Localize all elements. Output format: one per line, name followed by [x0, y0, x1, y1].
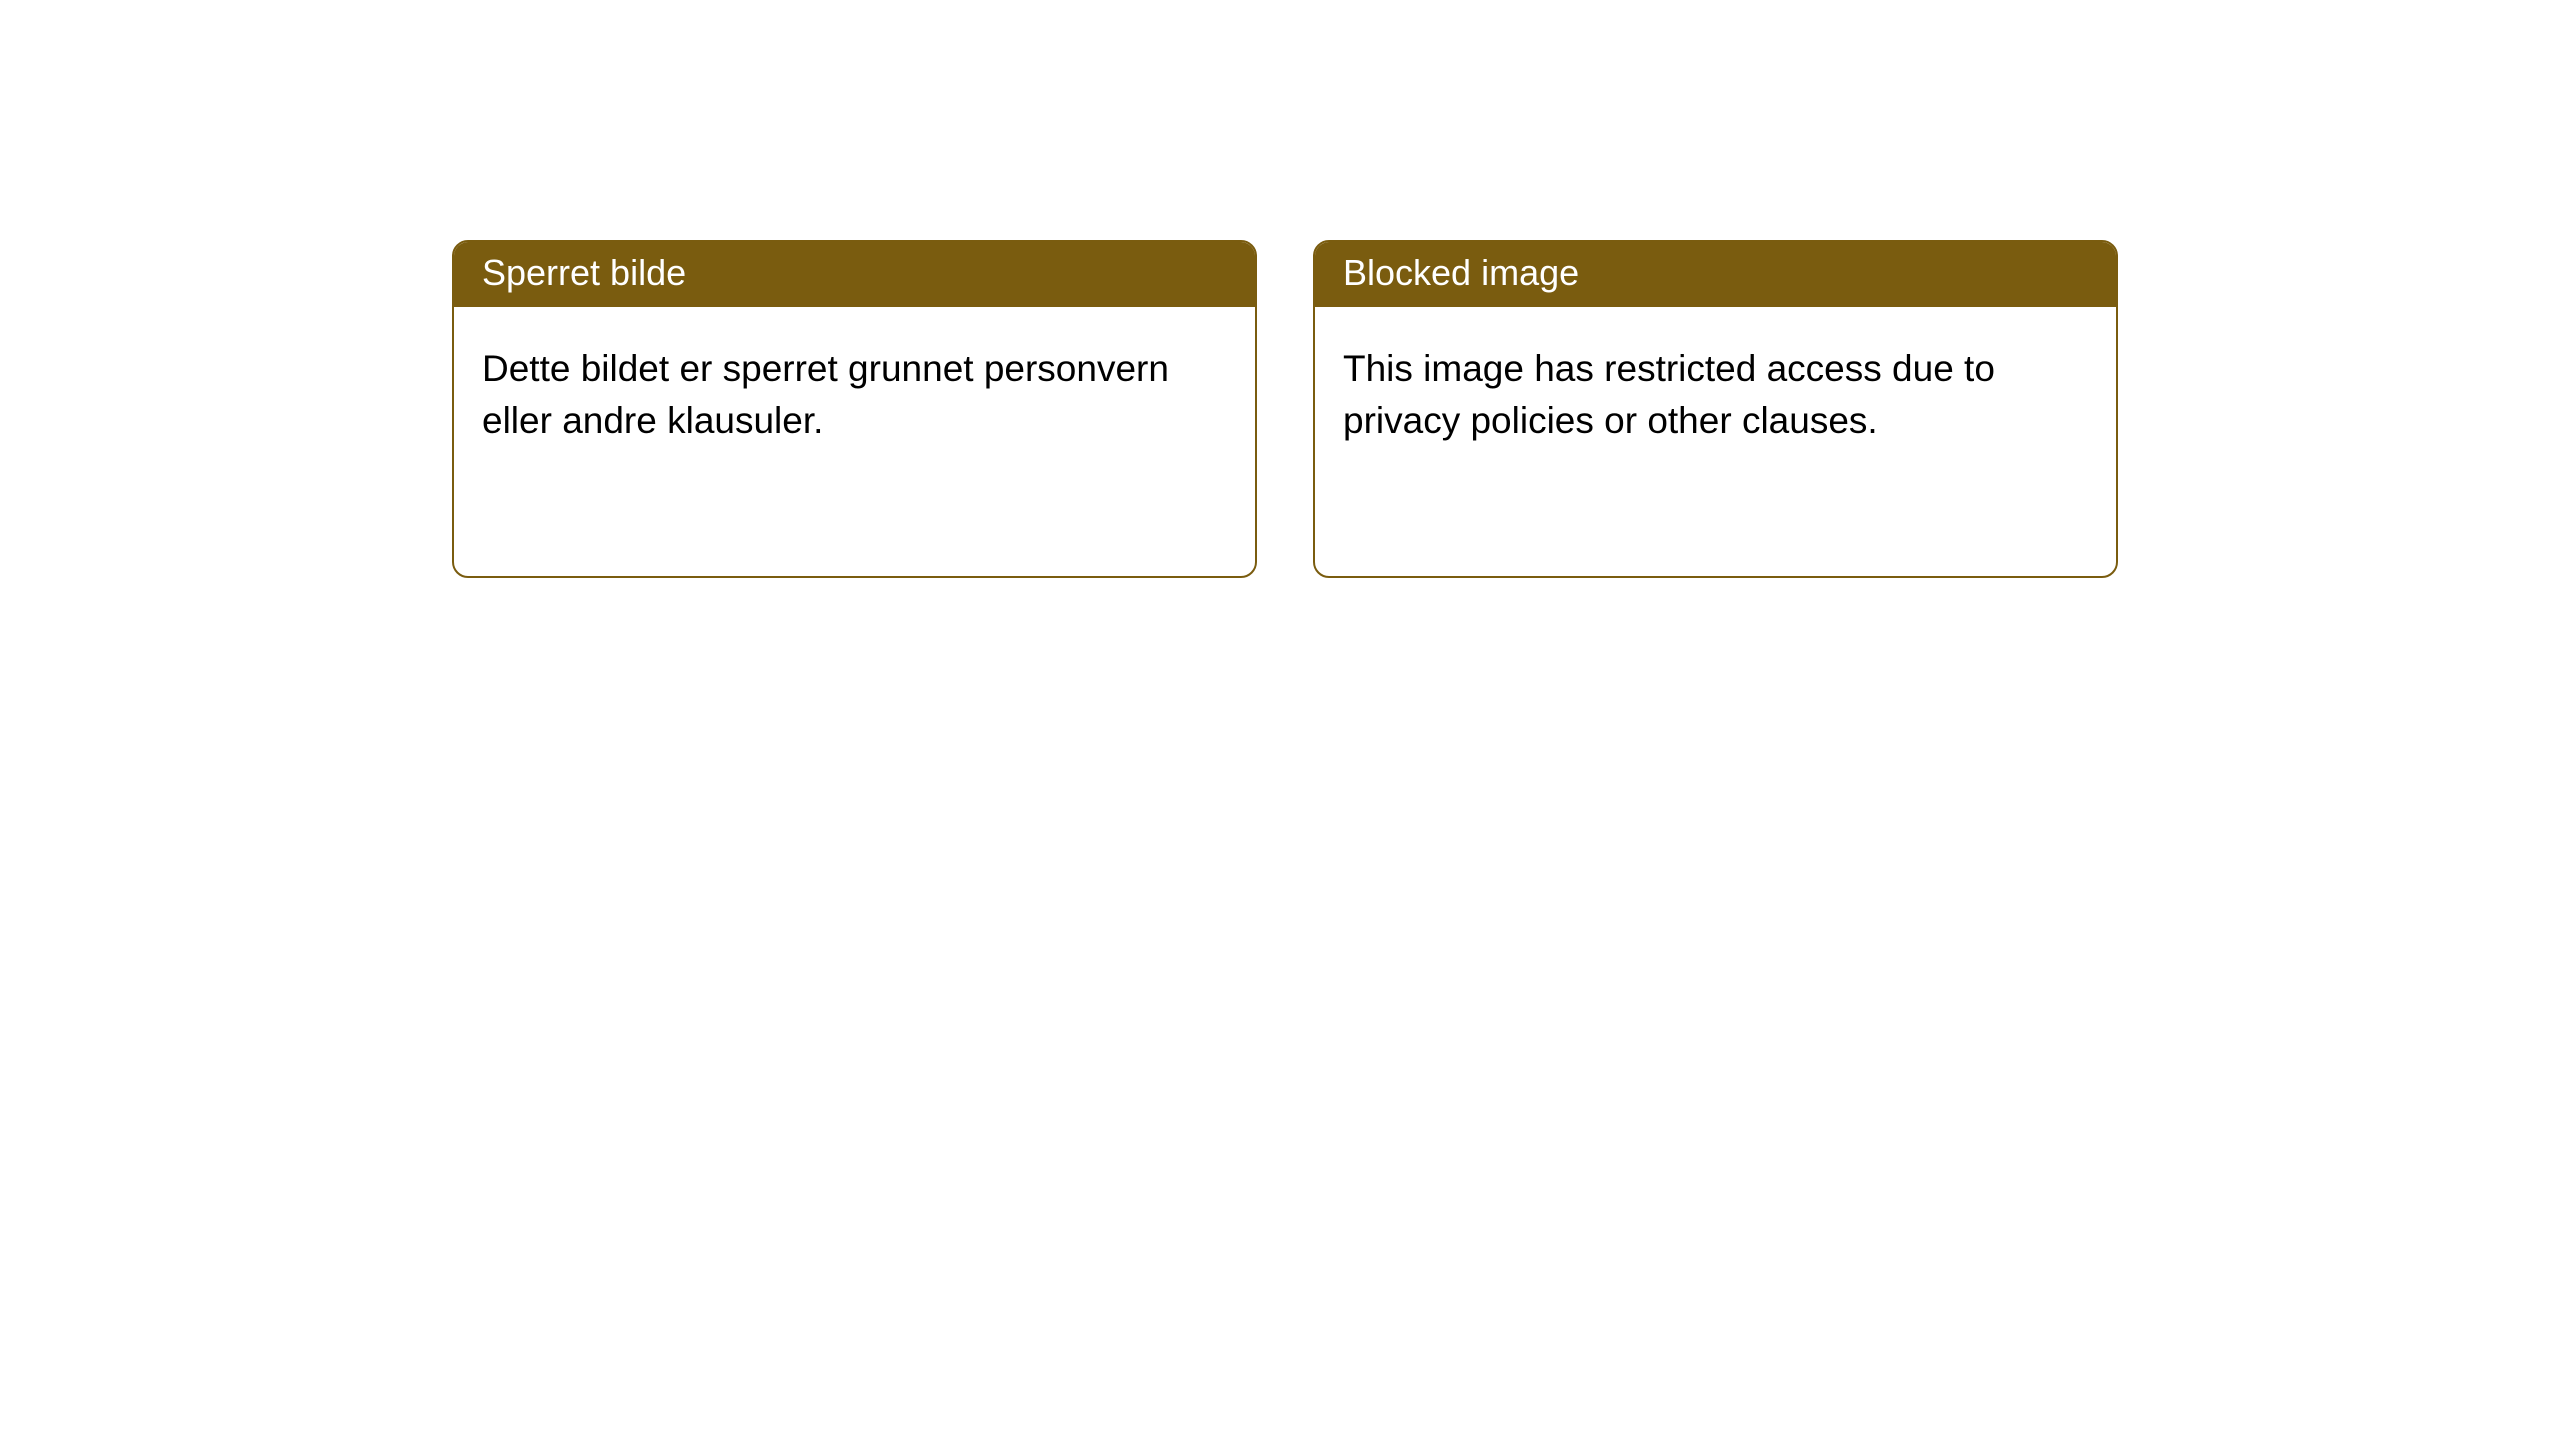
notice-title: Blocked image: [1315, 242, 2116, 307]
notice-title: Sperret bilde: [454, 242, 1255, 307]
notice-container: Sperret bilde Dette bildet er sperret gr…: [0, 0, 2560, 578]
notice-body: Dette bildet er sperret grunnet personve…: [454, 307, 1255, 483]
notice-card-norwegian: Sperret bilde Dette bildet er sperret gr…: [452, 240, 1257, 578]
notice-card-english: Blocked image This image has restricted …: [1313, 240, 2118, 578]
notice-body: This image has restricted access due to …: [1315, 307, 2116, 483]
